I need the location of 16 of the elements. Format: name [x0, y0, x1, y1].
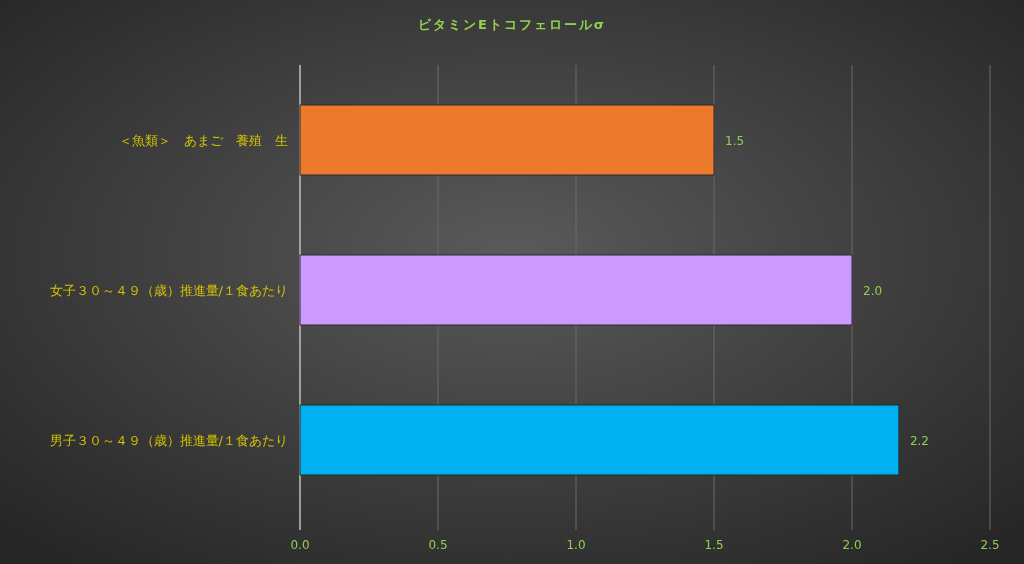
y-tick-label: 女子３０～４９（歳）推進量/１食あたり	[49, 283, 288, 298]
y-tick-label: 男子３０～４９（歳）推進量/１食あたり	[49, 433, 288, 448]
data-label: 2.2	[909, 434, 930, 448]
data-label: 2.0	[863, 284, 883, 298]
data-label: 1.5	[725, 134, 745, 148]
x-tick-label: 1.5	[704, 538, 724, 552]
bar	[299, 254, 853, 326]
x-tick-label: 1.0	[566, 538, 586, 552]
x-tick-label: 2.5	[980, 538, 1000, 552]
x-tick-label: 0.0	[290, 538, 310, 552]
bar	[299, 404, 900, 476]
chart-title: ビタミンEトコフェロールσ	[417, 17, 607, 32]
x-tick-label: 0.5	[428, 538, 448, 552]
bar	[299, 104, 715, 176]
x-tick-label: 2.0	[842, 538, 862, 552]
y-tick-label: ＜魚類＞ あまご 養殖 生	[119, 133, 288, 148]
